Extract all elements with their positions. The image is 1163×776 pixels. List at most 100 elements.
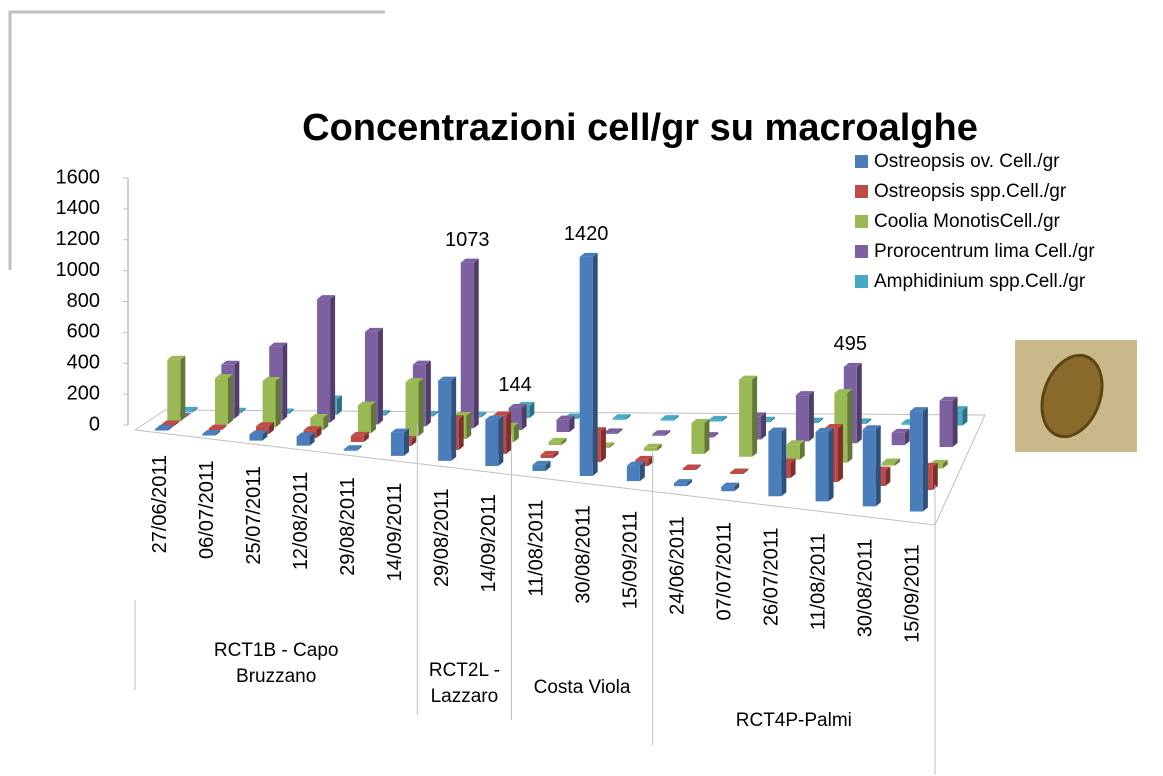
bar-top — [843, 362, 862, 367]
x-tick-label: 07/07/2011 — [714, 522, 736, 621]
bar-side — [240, 407, 246, 414]
floor — [133, 409, 986, 526]
bar-top — [579, 252, 598, 257]
bar-top — [768, 427, 787, 432]
bar-top — [296, 432, 315, 437]
bar-top — [643, 443, 662, 448]
bar-top — [155, 424, 174, 429]
bar — [390, 428, 409, 456]
bar-top — [882, 458, 901, 463]
bar — [548, 437, 567, 445]
bar-side — [411, 435, 417, 446]
bar-side — [473, 258, 479, 429]
bar-side — [648, 455, 654, 466]
bar-front — [556, 419, 570, 432]
bar-top — [691, 418, 710, 423]
bar-side — [466, 411, 472, 440]
bar-front — [208, 428, 222, 430]
bar-front — [548, 441, 562, 445]
bar-top — [161, 420, 180, 425]
bar-top — [834, 389, 853, 394]
chart-title: Concentrazioni cell/gr su macroalghe — [302, 107, 978, 149]
bar — [939, 396, 958, 448]
x-tick-label: 30/08/2011 — [572, 505, 594, 604]
bar-top — [317, 295, 336, 300]
bar-side — [221, 424, 227, 430]
bar-side — [721, 415, 727, 422]
bar-side — [521, 403, 527, 431]
x-tick-label: 29/08/2011 — [431, 488, 453, 587]
bar-side — [818, 417, 824, 424]
bar-side — [174, 420, 180, 426]
bar-top — [862, 425, 881, 430]
bar-top — [660, 415, 679, 420]
bar-front — [643, 447, 657, 451]
legend-swatch — [855, 185, 868, 198]
legend-swatch — [855, 215, 868, 228]
bar-side — [639, 461, 645, 482]
bar-side — [743, 468, 749, 474]
bar-front — [652, 434, 666, 436]
x-tick-label: 15/09/2011 — [902, 544, 924, 643]
data-label: 1073 — [445, 229, 490, 251]
bar — [317, 295, 336, 423]
bar-top — [556, 415, 575, 420]
bar — [155, 424, 174, 431]
bar — [652, 430, 671, 436]
bar-front — [390, 432, 404, 456]
bar-side — [769, 416, 775, 423]
bar — [674, 479, 693, 487]
y-tick-label: 0 — [89, 413, 100, 435]
bar — [626, 461, 645, 482]
bar-side — [592, 252, 598, 477]
bar — [438, 376, 457, 461]
bar-side — [561, 437, 567, 445]
bar-top — [739, 375, 758, 380]
x-tick-label: 11/08/2011 — [808, 533, 830, 630]
bar-front — [155, 428, 169, 431]
bar-side — [227, 374, 233, 425]
bar — [643, 443, 662, 451]
bar-top — [202, 430, 221, 435]
bar-side — [847, 389, 853, 463]
group-label: RCT1B - Capo Bruzzano — [213, 640, 339, 687]
bar-front — [882, 462, 896, 466]
bar-front — [786, 444, 800, 460]
bar — [739, 375, 758, 457]
bar-top — [262, 377, 281, 382]
bar-front — [579, 256, 593, 477]
bar-side — [316, 426, 322, 438]
bar-front — [721, 486, 735, 492]
bar — [343, 445, 362, 451]
bar — [249, 430, 268, 441]
bar-top — [364, 327, 383, 332]
bar-front — [891, 432, 905, 446]
bar-side — [656, 443, 662, 451]
bar — [768, 427, 787, 497]
legend-swatch — [855, 155, 868, 168]
data-label: 144 — [498, 374, 531, 396]
bar-front — [343, 449, 357, 451]
bar-top — [891, 428, 910, 433]
legend-label: Ostreopsis spp.Cell./gr — [874, 181, 1067, 202]
legend-swatch — [855, 245, 868, 258]
bar-top — [453, 411, 472, 416]
bar-side — [617, 428, 623, 434]
bar — [882, 458, 901, 466]
bar-side — [665, 430, 671, 436]
bar-front — [674, 483, 688, 487]
bar-side — [269, 422, 275, 434]
bar-side — [704, 418, 710, 454]
bar-front — [540, 454, 554, 458]
bar-front — [364, 331, 378, 425]
bar-side — [275, 377, 281, 428]
bar-top — [508, 403, 527, 408]
bar-side — [553, 450, 559, 458]
legend-label: Ostreopsis ov. Cell./gr — [874, 151, 1060, 172]
bar-top — [208, 424, 227, 429]
bar — [485, 415, 504, 466]
bar — [350, 431, 369, 442]
bar-side — [713, 432, 719, 438]
bar-top — [493, 411, 512, 416]
bar-side — [529, 401, 535, 419]
